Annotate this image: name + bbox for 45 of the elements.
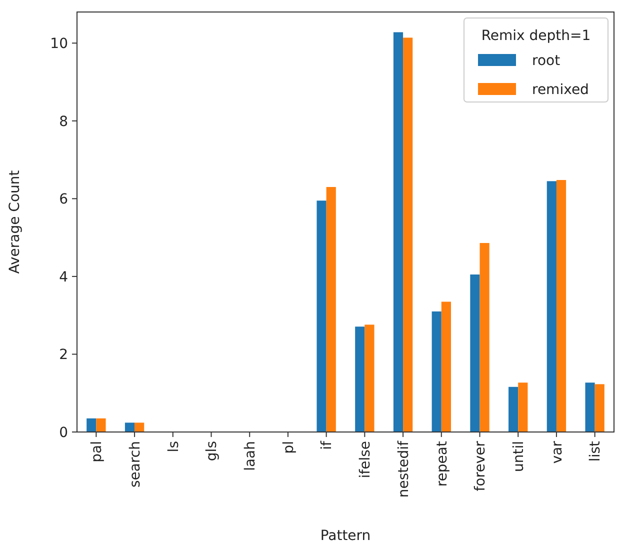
bar: [326, 187, 336, 432]
bar: [441, 302, 451, 432]
x-tick-label: forever: [472, 440, 489, 492]
bar: [432, 311, 442, 432]
bar: [594, 384, 604, 432]
y-tick-label: 0: [59, 424, 68, 441]
bar: [393, 32, 404, 432]
x-tick-label: var: [549, 440, 566, 464]
bar: [96, 418, 106, 432]
legend-label: remixed: [532, 82, 589, 98]
bar: [316, 200, 326, 432]
bar: [480, 243, 490, 432]
bar: [86, 418, 96, 432]
bar: [508, 386, 518, 432]
x-tick-label: list: [588, 440, 604, 462]
x-tick-label: search: [127, 441, 144, 488]
bar: [355, 326, 365, 432]
x-tick-label: until: [511, 441, 528, 472]
y-tick-label: 2: [59, 347, 68, 364]
y-tick-label: 4: [59, 269, 68, 286]
legend-title: Remix depth=1: [481, 28, 591, 44]
x-tick-label: laah: [242, 441, 259, 471]
x-tick-label: repeat: [434, 440, 450, 487]
x-tick-label: ls: [166, 441, 182, 452]
bar: [403, 38, 413, 432]
x-tick-label: ifelse: [358, 441, 374, 478]
legend-label: root: [532, 52, 561, 69]
y-axis-title: Average Count: [7, 170, 23, 274]
bar: [518, 382, 528, 432]
bar: [556, 180, 566, 432]
y-tick-label: 8: [59, 114, 68, 130]
x-tick-label: gls: [204, 441, 220, 462]
bar: [364, 324, 374, 432]
bar: [124, 422, 135, 432]
bar: [546, 181, 556, 432]
y-tick-label: 6: [59, 192, 68, 208]
x-tick-label: nestedif: [396, 440, 412, 498]
x-tick-label: if: [319, 440, 336, 450]
bar: [134, 422, 144, 432]
x-tick-label: pl: [280, 441, 297, 454]
bar: [585, 382, 595, 432]
bar: [470, 274, 480, 432]
x-axis-title: Pattern: [320, 528, 371, 544]
x-tick-label: pal: [89, 441, 106, 462]
y-tick-label: 10: [50, 36, 68, 52]
